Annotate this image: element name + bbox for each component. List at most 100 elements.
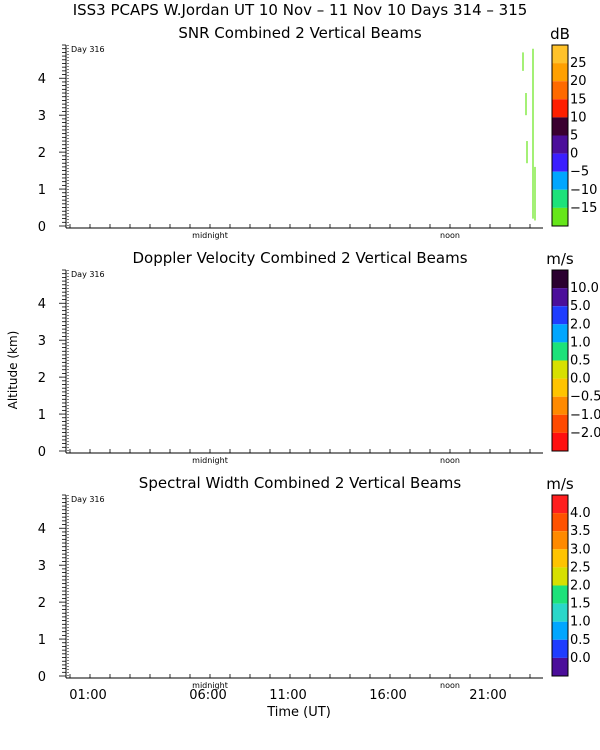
x-tick-label: 21:00: [469, 688, 506, 703]
y-tick-label: 3: [38, 334, 46, 349]
colorbar-unit: dB: [550, 25, 570, 43]
colorbar-label: 3.0: [570, 542, 591, 557]
colorbar-label: 2.0: [570, 317, 591, 332]
colorbar-swatch: [552, 495, 568, 514]
day-annotation: Day 316: [71, 495, 105, 504]
colorbar-label: −5: [570, 165, 589, 180]
colorbar-swatch: [552, 153, 568, 172]
colorbar-label: 15: [570, 92, 587, 107]
colorbar-swatch: [552, 324, 568, 343]
colorbar-frame: [551, 494, 569, 677]
y-tick-label: 1: [38, 408, 46, 423]
colorbar-swatch: [552, 99, 568, 118]
colorbar-unit: m/s: [546, 475, 574, 493]
colorbar-swatch: [552, 288, 568, 307]
colorbar-frame: [551, 269, 569, 452]
x-tick-label: 11:00: [269, 688, 306, 703]
colorbar-label: 4.0: [570, 506, 591, 521]
colorbar-label: 0.0: [570, 651, 591, 666]
x-tick-label: 16:00: [369, 688, 406, 703]
y-tick-label: 2: [38, 146, 46, 161]
y-tick-label: 4: [38, 297, 46, 312]
panel-3: Spectral Width Combined 2 Vertical Beams…: [38, 474, 591, 690]
colorbar-label: 1.0: [570, 335, 591, 350]
colorbar-label: 5.0: [570, 299, 591, 314]
y-axis-label: Altitude (km): [6, 331, 20, 410]
y-tick-label: 4: [38, 72, 46, 87]
colorbar-label: 10: [570, 110, 587, 125]
colorbar-label: −10: [570, 183, 597, 198]
colorbar-swatch: [552, 621, 568, 640]
colorbar-label: 3.5: [570, 524, 591, 539]
colorbar-swatch: [552, 189, 568, 208]
colorbar-swatch: [552, 567, 568, 586]
panels: SNR Combined 2 Vertical Beams 0 1 2 3 4 Day 31…: [38, 24, 600, 703]
colorbar-swatch: [552, 432, 568, 451]
midnight-annotation: midnight: [192, 456, 228, 465]
colorbar-swatch: [552, 306, 568, 325]
colorbar-frame: [551, 44, 569, 227]
colorbar-swatch: [552, 531, 568, 550]
panel-1: SNR Combined 2 Vertical Beams 0 1 2 3 4 Day 31…: [38, 24, 598, 240]
colorbar-swatch: [552, 45, 568, 64]
colorbar-swatch: [552, 342, 568, 361]
colorbar-swatch: [552, 603, 568, 622]
y-tick-label: 2: [38, 371, 46, 386]
colorbar-label: 1.5: [570, 597, 591, 612]
midnight-annotation: midnight: [192, 681, 228, 690]
colorbar-label: 2.0: [570, 579, 591, 594]
noon-annotation: noon: [440, 231, 460, 240]
colorbar-label: 1.0: [570, 615, 591, 630]
colorbar-swatch: [552, 270, 568, 289]
colorbar-swatch: [552, 81, 568, 100]
y-tick-label: 0: [38, 445, 46, 460]
colorbar-swatch: [552, 63, 568, 82]
y-tick-label: 0: [38, 670, 46, 685]
noon-annotation: noon: [440, 681, 460, 690]
colorbar-label: 0: [570, 147, 578, 162]
panel-title: Spectral Width Combined 2 Vertical Beams: [139, 474, 462, 492]
colorbar-swatch: [552, 117, 568, 136]
colorbar-label: 5: [570, 129, 578, 144]
colorbar-label: 2.5: [570, 560, 591, 575]
colorbar-swatch: [552, 135, 568, 154]
day-annotation: Day 316: [71, 45, 105, 54]
x-tick-label: 06:00: [189, 688, 226, 703]
panel-title: SNR Combined 2 Vertical Beams: [178, 24, 421, 42]
midnight-annotation: midnight: [192, 231, 228, 240]
y-tick-label: 1: [38, 183, 46, 198]
colorbar-swatch: [552, 360, 568, 379]
y-tick-label: 1: [38, 633, 46, 648]
colorbar-label: 0.0: [570, 372, 591, 387]
colorbar-swatch: [552, 207, 568, 226]
x-tick-label: 01:00: [69, 688, 106, 703]
colorbar-swatch: [552, 378, 568, 397]
day-annotation: Day 316: [71, 270, 105, 279]
panel-2: Doppler Velocity Combined 2 Vertical Bea…: [38, 249, 600, 465]
y-tick-label: 3: [38, 559, 46, 574]
x-axis-label: Time (UT): [266, 705, 331, 720]
colorbar-swatch: [552, 513, 568, 532]
noon-annotation: noon: [440, 456, 460, 465]
colorbar-label: 20: [570, 74, 587, 89]
panel-title: Doppler Velocity Combined 2 Vertical Bea…: [132, 249, 467, 267]
y-tick-label: 3: [38, 109, 46, 124]
colorbar-swatch: [552, 585, 568, 604]
y-tick-label: 4: [38, 522, 46, 537]
y-tick-label: 2: [38, 596, 46, 611]
colorbar-label: −2.0: [570, 426, 600, 441]
colorbar-swatch: [552, 657, 568, 676]
colorbar-swatch: [552, 396, 568, 415]
colorbar-swatch: [552, 171, 568, 190]
colorbar-swatch: [552, 549, 568, 568]
colorbar-label: 0.5: [570, 354, 591, 369]
colorbar-label: 10.0: [570, 281, 599, 296]
colorbar-swatch: [552, 414, 568, 433]
colorbar-swatch: [552, 639, 568, 658]
colorbar-label: 0.5: [570, 633, 591, 648]
page-title: ISS3 PCAPS W.Jordan UT 10 Nov – 11 Nov 1…: [73, 1, 528, 19]
y-tick-label: 0: [38, 220, 46, 235]
colorbar-unit: m/s: [546, 250, 574, 268]
colorbar-label: −0.5: [570, 390, 600, 405]
